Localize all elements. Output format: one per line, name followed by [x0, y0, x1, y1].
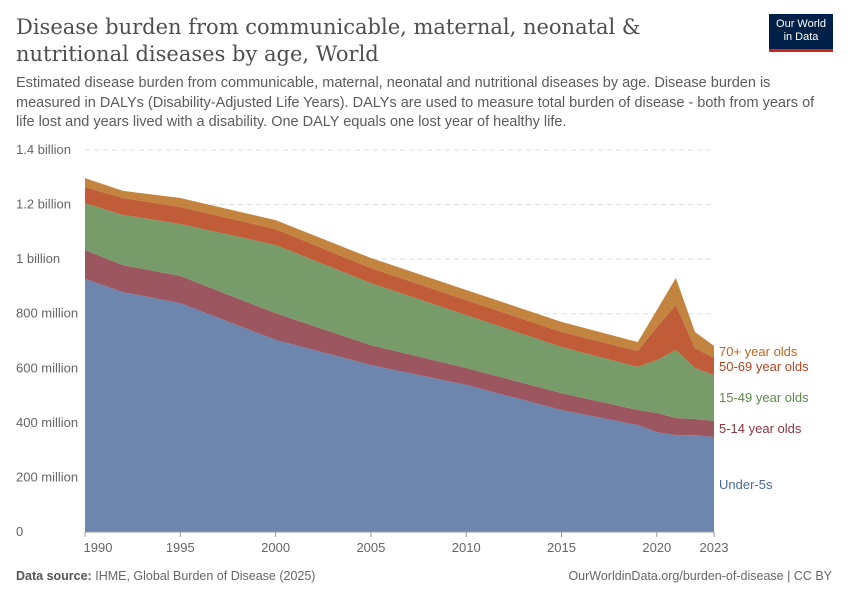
y-tick-label: 1.4 billion: [16, 142, 71, 157]
data-source-label: Data source:: [16, 569, 92, 583]
area-50-69-year-olds[interactable]: [85, 187, 714, 376]
series-label: 5-14 year olds: [719, 421, 802, 436]
x-tick-label: 1990: [84, 540, 113, 555]
owid-logo[interactable]: Our World in Data: [769, 14, 833, 52]
series-label: 50-69 year olds: [719, 359, 809, 374]
footer-url[interactable]: OurWorldinData.org/burden-of-disease | C…: [568, 569, 832, 583]
logo-line-2: in Data: [783, 31, 819, 43]
area-5-14-year-olds[interactable]: [85, 250, 714, 438]
chart-title: Disease burden from communicable, matern…: [16, 15, 641, 66]
area-15-49-year-olds[interactable]: [85, 203, 714, 421]
area-under-5s[interactable]: [85, 279, 714, 532]
x-tick-label: 2005: [356, 540, 385, 555]
data-source-text[interactable]: IHME, Global Burden of Disease (2025): [95, 569, 316, 583]
y-tick-label: 200 million: [16, 469, 78, 484]
x-tick-label: 2020: [642, 540, 671, 555]
y-tick-label: 0: [16, 524, 23, 539]
x-tick-label: 1995: [166, 540, 195, 555]
chart-subtitle: Estimated disease burden from communicab…: [16, 75, 815, 130]
x-tick-label: 2000: [261, 540, 290, 555]
logo-line-1: Our World: [776, 18, 826, 30]
y-tick-label: 1.2 billion: [16, 197, 71, 212]
x-tick-label: 2010: [452, 540, 481, 555]
y-tick-label: 600 million: [16, 360, 78, 375]
data-source: Data source: IHME, Global Burden of Dise…: [16, 569, 315, 583]
y-tick-label: 400 million: [16, 415, 78, 430]
series-label: 70+ year olds: [719, 344, 798, 359]
x-tick-label: 2023: [700, 540, 729, 555]
x-tick-label: 2015: [547, 540, 576, 555]
area-70-year-olds[interactable]: [85, 178, 714, 358]
series-label: Under-5s: [719, 477, 773, 492]
y-tick-label: 800 million: [16, 306, 78, 321]
y-tick-label: 1 billion: [16, 251, 60, 266]
series-label: 15-49 year olds: [719, 390, 809, 405]
